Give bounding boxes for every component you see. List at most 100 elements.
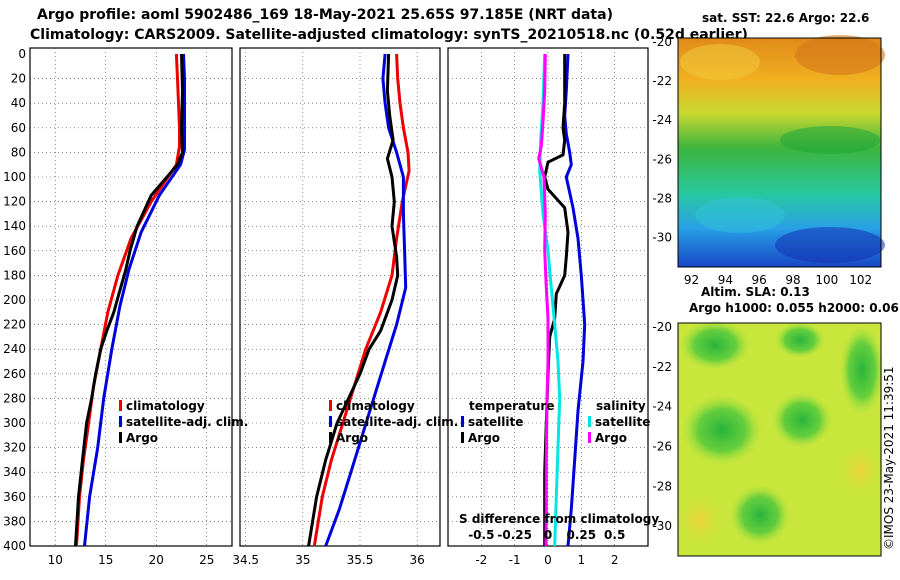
- secondary-tick-label: 0: [544, 528, 552, 542]
- sla-feature: [682, 395, 762, 465]
- temperature-panel-frame: [29, 47, 233, 547]
- x-tick-label: 25: [199, 553, 214, 567]
- legend-swatch-argo: [119, 432, 122, 443]
- legend-label-climatology: climatology: [126, 399, 205, 413]
- sla-y-tick-label: -30: [652, 519, 672, 533]
- series-line-t-satellite: [563, 53, 587, 547]
- sla-feature: [772, 392, 832, 448]
- secondary-axis-label: S difference from climatology: [459, 512, 659, 526]
- legend-label-argo: Argo: [336, 431, 368, 445]
- depth-tick-label: 20: [11, 72, 26, 86]
- sst-map-ticks: -20 -22 -24 -26 -28 -30 92 94 96 98 100 102: [652, 35, 872, 287]
- legend-label-t-satellite: satellite: [468, 415, 523, 429]
- depth-tick-label: 280: [3, 391, 26, 405]
- series-line-satellite-adj-clim-: [83, 53, 186, 547]
- depth-tick-label: 220: [3, 318, 26, 332]
- depth-tick-label: 240: [3, 342, 26, 356]
- sla-map: Altim. SLA: 0.13 Argo h1000: 0.055 h2000…: [652, 285, 899, 557]
- sst-map-frame: [677, 37, 882, 268]
- legend-swatch-s-argo: [588, 432, 591, 443]
- x-tick-label: -2: [475, 553, 487, 567]
- sla-map-frame: [677, 322, 882, 557]
- legend-label-t-argo: Argo: [468, 431, 500, 445]
- salinity-legend: climatology satellite-adj. clim. Argo: [329, 399, 458, 445]
- sla-map-title: Altim. SLA: 0.13: [701, 285, 810, 299]
- temperature-legend: climatology satellite-adj. clim. Argo: [119, 399, 248, 445]
- legend-label-s-argo: Argo: [595, 431, 627, 445]
- legend-swatch-argo: [329, 432, 332, 443]
- sst-feature: [795, 35, 885, 75]
- sst-x-tick-label: 100: [815, 273, 838, 287]
- sst-map: sat. SST: 22.6 Argo: 22.6 -20-22-24-26-2…: [652, 11, 885, 287]
- depth-tick-label: 260: [3, 367, 26, 381]
- sst-x-tick-label: 102: [849, 273, 872, 287]
- header-line1: Argo profile: aoml 5902486_169 18-May-20…: [37, 7, 613, 23]
- legend-label-satellite: satellite-adj. clim.: [336, 415, 458, 429]
- legend-swatch-climatology: [119, 400, 122, 411]
- salinity-x-ticks: 34.5 35 35.5 36: [232, 553, 424, 567]
- sla-feature: [675, 490, 725, 550]
- depth-tick-label: 340: [3, 465, 26, 479]
- salinity-panel: 34.5 35 35.5 36: [232, 47, 441, 567]
- x-tick-label: 36: [410, 553, 425, 567]
- x-tick-label: 0: [544, 553, 552, 567]
- x-tick-label: 10: [48, 553, 63, 567]
- temperature-lines: [74, 53, 186, 547]
- temperature-panel: 10 15 20 25: [29, 47, 233, 567]
- sla-feature: [730, 485, 790, 545]
- depth-tick-label: 400: [3, 539, 26, 553]
- x-tick-label: 2: [611, 553, 619, 567]
- legend-swatch-s-satellite: [588, 416, 591, 427]
- temperature-x-ticks: 10 15 20 25: [48, 553, 215, 567]
- x-tick-label: 1: [578, 553, 586, 567]
- depth-tick-label: 180: [3, 268, 26, 282]
- sst-x-tick-label: 92: [684, 273, 699, 287]
- legend-swatch-climatology: [329, 400, 332, 411]
- series-line-argo: [307, 53, 400, 547]
- sst-x-tick-label: 94: [718, 273, 733, 287]
- sla-y-tick-label: -24: [652, 400, 672, 414]
- depth-tick-label: 320: [3, 441, 26, 455]
- depth-tick-label: 140: [3, 219, 26, 233]
- x-tick-label: 34.5: [232, 553, 259, 567]
- legend-label-satellite: satellite-adj. clim.: [126, 415, 248, 429]
- legend-label-climatology: climatology: [336, 399, 415, 413]
- x-tick-label: 15: [98, 553, 113, 567]
- sla-feature: [835, 440, 885, 500]
- x-tick-label: 20: [149, 553, 164, 567]
- sst-y-tick-label: -22: [652, 74, 672, 88]
- legend-label-s-satellite: satellite: [595, 415, 650, 429]
- sla-y-tick-label: -26: [652, 439, 672, 453]
- depth-axis: 0 20 40 60 80 100 120 140 160 180 200 220 240 260 280 3…: [3, 47, 26, 553]
- sst-feature: [780, 126, 880, 154]
- x-tick-label: 35.5: [347, 553, 374, 567]
- depth-tick-label: 200: [3, 293, 26, 307]
- sla-y-tick-label: -20: [652, 320, 672, 334]
- x-tick-label: -1: [509, 553, 521, 567]
- sla-feature: [680, 320, 750, 370]
- depth-tick-label: 80: [11, 145, 26, 159]
- legend-swatch-t-satellite: [461, 416, 464, 427]
- sst-y-tick-label: -26: [652, 152, 672, 166]
- depth-tick-label: 0: [18, 47, 26, 61]
- depth-tick-label: 40: [11, 96, 26, 110]
- sst-y-tick-label: -20: [652, 35, 672, 49]
- salinity-lines: [307, 53, 411, 547]
- sst-x-tick-label: 98: [785, 273, 800, 287]
- depth-tick-label: 300: [3, 416, 26, 430]
- depth-tick-label: 100: [3, 170, 26, 184]
- sla-y-tick-label: -28: [652, 479, 672, 493]
- sst-x-tick-label: 96: [752, 273, 767, 287]
- sst-map-title: sat. SST: 22.6 Argo: 22.6: [702, 11, 869, 25]
- series-line-satellite-adj-clim-: [324, 53, 408, 547]
- sla-feature: [775, 322, 825, 358]
- legend-title-temperature: temperature: [469, 399, 554, 413]
- temperature-grid: [30, 48, 232, 546]
- series-line-s-argo: [537, 53, 550, 547]
- difference-x-ticks: -2 -1 0 1 2: [475, 553, 618, 567]
- series-line-climatology: [312, 53, 411, 547]
- secondary-tick-label: -0.5: [468, 528, 494, 542]
- header-line2: Climatology: CARS2009. Satellite-adjuste…: [30, 27, 748, 43]
- sst-y-tick-label: -30: [652, 231, 672, 245]
